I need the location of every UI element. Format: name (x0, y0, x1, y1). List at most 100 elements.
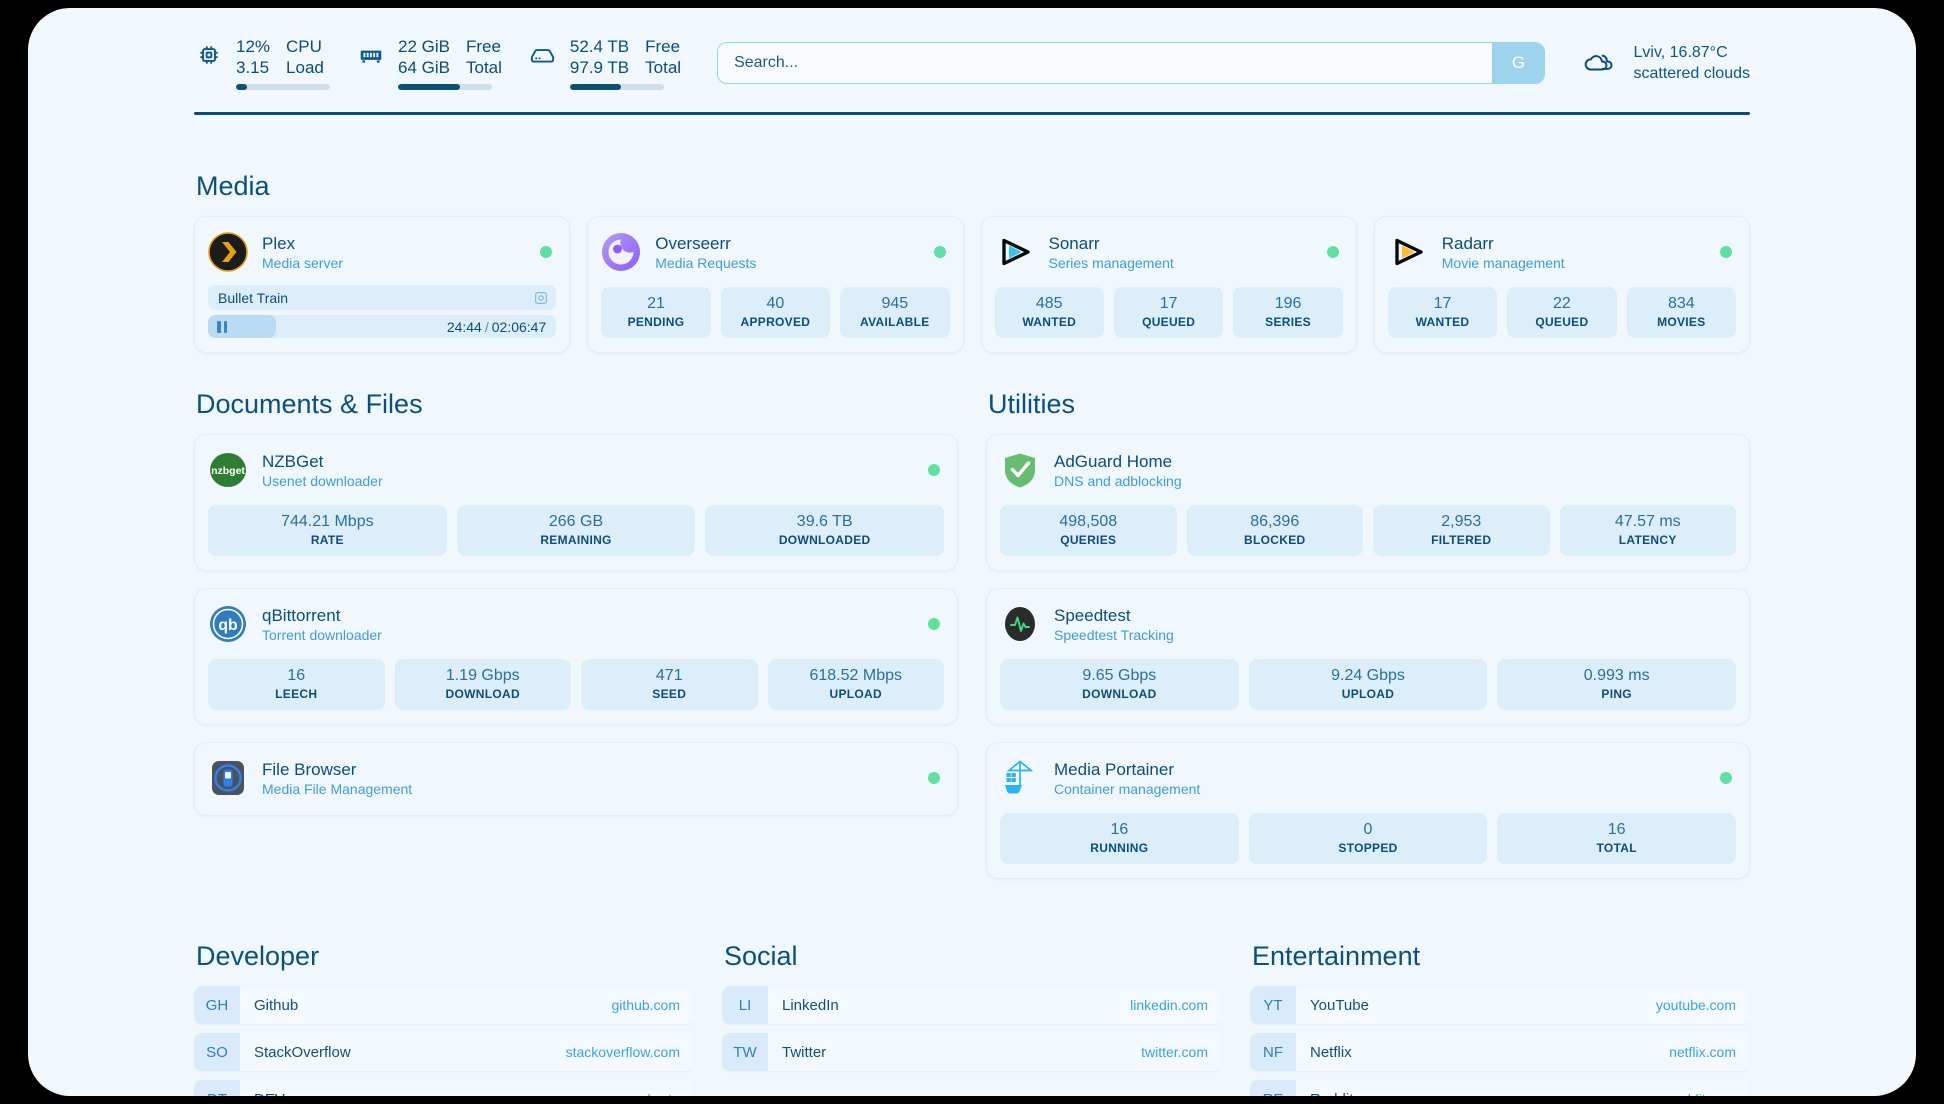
search-provider-button[interactable]: G (1492, 43, 1545, 83)
metric-tile: 471 SEED (581, 659, 758, 710)
playback-progress-bar[interactable]: 24:44/02:06:47 (208, 315, 557, 338)
service-subtitle: Container management (1054, 780, 1201, 797)
metric-label: WANTED (1415, 315, 1470, 329)
metric-tile: 834 MOVIES (1626, 287, 1737, 338)
service-card-sonarr[interactable]: Sonarr Series management 485 WANTED 17 Q… (980, 216, 1357, 353)
svg-text:qb: qb (218, 617, 238, 634)
bookmark-group-entertainment: Entertainment YT YouTube youtube.com NF … (1250, 941, 1750, 1096)
list-item[interactable]: DT DEV dev.to (194, 1080, 694, 1096)
bookmark-url: dev.to (629, 1080, 694, 1096)
metric-label: LATENCY (1618, 533, 1677, 547)
metric-value: 0 (1363, 821, 1373, 838)
service-card-file-browser[interactable]: File Browser Media File Management (194, 742, 958, 816)
metric-tile: 2,953 FILTERED (1373, 505, 1550, 556)
list-item[interactable]: TW Twitter twitter.com (722, 1033, 1222, 1071)
now-playing-row[interactable]: Bullet Train (208, 285, 557, 310)
portainer-icon (1000, 758, 1040, 798)
disk-label-top: Free (645, 37, 681, 56)
search-box[interactable]: G (717, 42, 1546, 84)
bookmark-group-title: Social (724, 941, 798, 971)
metric-tile: 498,508 QUERIES (1000, 505, 1177, 556)
service-subtitle: Movie management (1441, 254, 1565, 271)
service-card-adguard-home[interactable]: AdGuard Home DNS and adblocking 498,508 … (986, 434, 1750, 571)
utilities-section: Utilities AdGuard Home DNS and a (986, 389, 1750, 879)
metric-label: RATE (310, 533, 344, 547)
list-item[interactable]: RE Reddit reddit.com (1250, 1080, 1750, 1096)
list-item[interactable]: NF Netflix netflix.com (1250, 1033, 1750, 1071)
service-card-media-portainer[interactable]: Media Portainer Container management 16 … (986, 742, 1750, 879)
service-name: NZBGet (262, 451, 324, 471)
metric-label: STOPPED (1338, 841, 1398, 855)
cpu-label-top: CPU (286, 37, 322, 56)
radarr-icon (1388, 232, 1428, 272)
service-subtitle: Series management (1048, 254, 1174, 271)
bookmark-url: linkedin.com (1130, 997, 1208, 1013)
bookmark-group-title: Developer (196, 941, 320, 971)
cast-icon[interactable] (534, 291, 548, 305)
list-item[interactable]: SO StackOverflow stackoverflow.com (194, 1033, 694, 1071)
memory-usage-bar (398, 84, 492, 90)
service-card-nzbget[interactable]: nzbget NZBGet Usenet downloader 744.21 M… (194, 434, 958, 571)
metric-value: 2,953 (1441, 513, 1482, 530)
memory-ram-icon (356, 36, 386, 74)
metric-value: 16 (287, 667, 306, 684)
plex-now-playing: Bullet Train 24:44/02:06:47 (208, 285, 557, 338)
bookmark-url: youtube.com (1655, 997, 1736, 1013)
service-card-overseerr[interactable]: Overseerr Media Requests 21 PENDING 40 A… (587, 216, 964, 353)
metric-value: 86,396 (1250, 513, 1300, 530)
bookmark-url: reddit.com (1657, 1080, 1750, 1096)
weather-widget[interactable]: Lviv, 16.87°C scattered clouds (1581, 42, 1750, 84)
service-name: Sonarr (1048, 233, 1100, 253)
overseerr-icon (601, 232, 641, 272)
metric-value: 196 (1274, 295, 1302, 312)
metric-label: RUNNING (1090, 841, 1149, 855)
service-subtitle: Media Requests (655, 254, 757, 271)
service-subtitle: Usenet downloader (262, 472, 383, 489)
documents-section-title: Documents & Files (196, 389, 423, 419)
speedtest-pulse-icon (1000, 604, 1040, 644)
metric-value: 17 (1433, 295, 1452, 312)
dashboard-root: 12% 3.15 CPU Load (28, 8, 1916, 1096)
metric-tile: 196 SERIES (1233, 287, 1343, 338)
cpu-load-value: 3.15 (236, 58, 270, 77)
metric-tile: 945 AVAILABLE (840, 287, 950, 338)
search-area: G (717, 42, 1546, 84)
search-input[interactable] (718, 43, 1493, 83)
metric-label: REMAINING (540, 533, 612, 547)
metric-value: 16 (1110, 821, 1129, 838)
service-card-qbittorrent[interactable]: qb qBittorrent Torrent downloader 16 LEE… (194, 588, 958, 725)
metric-value: 16 (1607, 821, 1626, 838)
bookmark-tag: NF (1250, 1033, 1296, 1071)
metric-value: 39.6 TB (796, 513, 853, 530)
disk-label-bottom: Total (645, 58, 682, 77)
service-card-speedtest[interactable]: Speedtest Speedtest Tracking 9.65 Gbps D… (986, 588, 1750, 725)
bookmark-tag: RE (1250, 1080, 1296, 1096)
list-item[interactable]: GH Github github.com (194, 986, 694, 1024)
weather-condition: scattered clouds (1633, 65, 1750, 82)
media-section: Media Plex Media server (28, 171, 1916, 353)
metric-tile: 618.52 Mbps UPLOAD (767, 659, 944, 710)
metric-tile: 40 APPROVED (720, 287, 831, 338)
bookmark-name: Twitter (782, 1043, 827, 1061)
pause-icon[interactable] (217, 320, 227, 333)
metric-tile: 22 QUEUED (1507, 287, 1617, 338)
bookmark-tag: DT (194, 1080, 240, 1096)
metric-value: 498,508 (1059, 513, 1118, 530)
status-badge (1326, 246, 1339, 258)
metric-label: MOVIES (1657, 315, 1706, 329)
hard-disk-icon (528, 36, 558, 74)
metric-label: DOWNLOAD (445, 687, 520, 701)
list-item[interactable]: YT YouTube youtube.com (1250, 986, 1750, 1024)
service-card-plex[interactable]: Plex Media server Bullet Train (194, 216, 571, 353)
metric-value: 834 (1667, 295, 1695, 312)
metric-label: QUEUED (1535, 315, 1589, 329)
metric-value: 40 (766, 295, 785, 312)
bookmark-group-developer: Developer GH Github github.com SO StackO… (194, 941, 694, 1096)
list-item[interactable]: LI LinkedIn linkedin.com (722, 986, 1222, 1024)
service-name: File Browser (262, 759, 357, 779)
service-card-radarr[interactable]: Radarr Movie management 17 WANTED 22 QUE… (1373, 216, 1750, 353)
metric-label: LEECH (275, 687, 318, 701)
bookmark-tag: TW (722, 1033, 768, 1071)
metric-label: FILTERED (1431, 533, 1492, 547)
bookmark-group-social: Social LI LinkedIn linkedin.com TW Twitt… (722, 941, 1222, 1096)
